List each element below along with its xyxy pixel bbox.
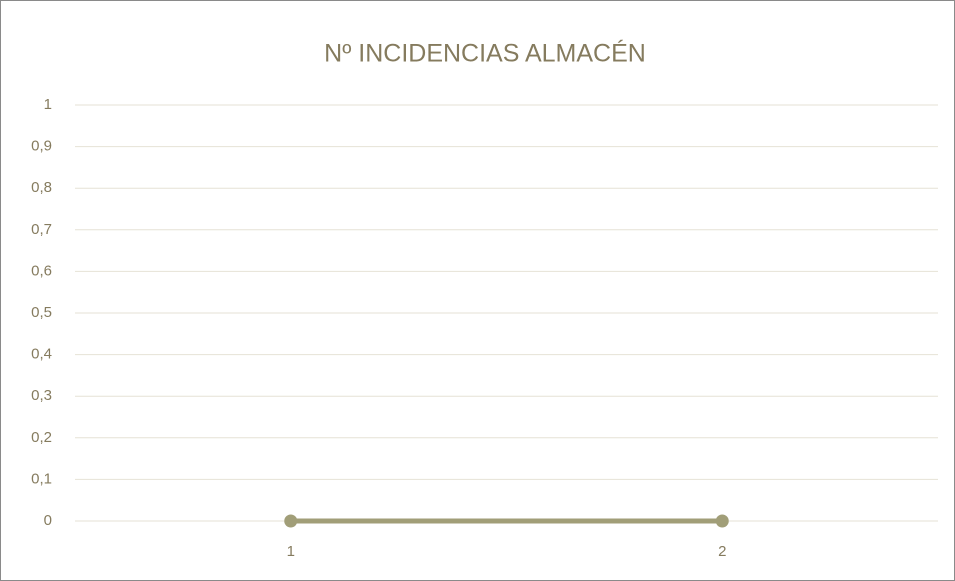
x-tick-label: 2 (718, 543, 726, 560)
y-tick-label: 0,8 (31, 179, 52, 196)
y-tick-label: 0,9 (31, 138, 52, 155)
chart-title: Nº INCIDENCIAS ALMACÉN (324, 39, 646, 68)
x-tick-label: 1 (287, 543, 295, 560)
y-tick-label: 0,7 (31, 221, 52, 238)
marker (715, 514, 729, 528)
marker (284, 514, 298, 528)
y-tick-label: 0 (44, 512, 52, 529)
y-tick-label: 0,4 (31, 346, 52, 363)
y-tick-label: 1 (44, 96, 52, 113)
y-tick-label: 0,6 (31, 262, 52, 279)
y-tick-label: 0,1 (31, 470, 52, 487)
y-tick-label: 0,2 (31, 429, 52, 446)
y-tick-label: 0,5 (31, 304, 52, 321)
y-tick-label: 0,3 (31, 387, 52, 404)
